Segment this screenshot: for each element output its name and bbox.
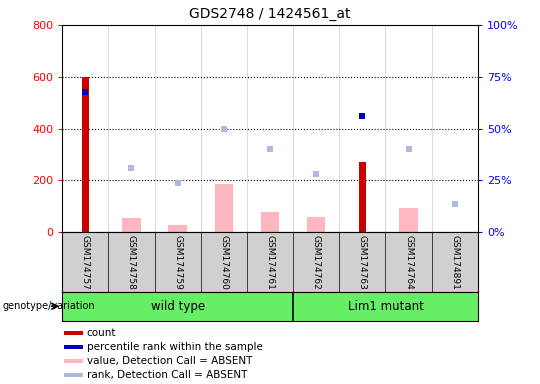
Text: GSM174764: GSM174764 <box>404 235 413 290</box>
Bar <box>82 77 89 232</box>
Text: GSM174763: GSM174763 <box>358 235 367 290</box>
Text: GSM174891: GSM174891 <box>450 235 460 290</box>
Text: GSM174757: GSM174757 <box>80 235 90 290</box>
Bar <box>64 372 84 377</box>
Bar <box>64 331 84 335</box>
Text: GSM174759: GSM174759 <box>173 235 182 290</box>
Bar <box>64 345 84 349</box>
Bar <box>359 162 366 232</box>
Bar <box>64 359 84 362</box>
Text: value, Detection Call = ABSENT: value, Detection Call = ABSENT <box>87 356 252 366</box>
Text: Lim1 mutant: Lim1 mutant <box>348 300 423 313</box>
Bar <box>293 292 478 321</box>
Bar <box>400 208 418 232</box>
Text: GSM174758: GSM174758 <box>127 235 136 290</box>
Text: GSM174761: GSM174761 <box>266 235 274 290</box>
Bar <box>214 184 233 232</box>
Bar <box>122 218 140 232</box>
Title: GDS2748 / 1424561_at: GDS2748 / 1424561_at <box>189 7 351 21</box>
Text: wild type: wild type <box>151 300 205 313</box>
Text: GSM174762: GSM174762 <box>312 235 321 290</box>
Text: percentile rank within the sample: percentile rank within the sample <box>87 342 262 352</box>
Text: GSM174760: GSM174760 <box>219 235 228 290</box>
Bar <box>168 225 187 232</box>
Text: rank, Detection Call = ABSENT: rank, Detection Call = ABSENT <box>87 369 247 380</box>
Text: genotype/variation: genotype/variation <box>3 301 96 311</box>
Bar <box>62 292 293 321</box>
Bar <box>261 212 279 232</box>
Text: count: count <box>87 328 116 338</box>
Bar <box>307 217 326 232</box>
